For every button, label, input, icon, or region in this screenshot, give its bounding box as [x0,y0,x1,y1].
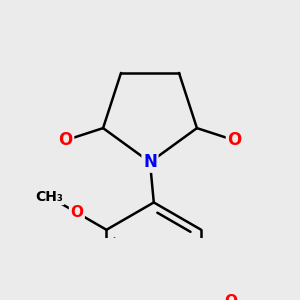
Text: O: O [58,131,73,149]
Text: O: O [227,131,242,149]
Text: O: O [224,294,237,300]
Text: CH₃: CH₃ [35,190,63,204]
Text: O: O [70,205,83,220]
Text: N: N [143,153,157,171]
